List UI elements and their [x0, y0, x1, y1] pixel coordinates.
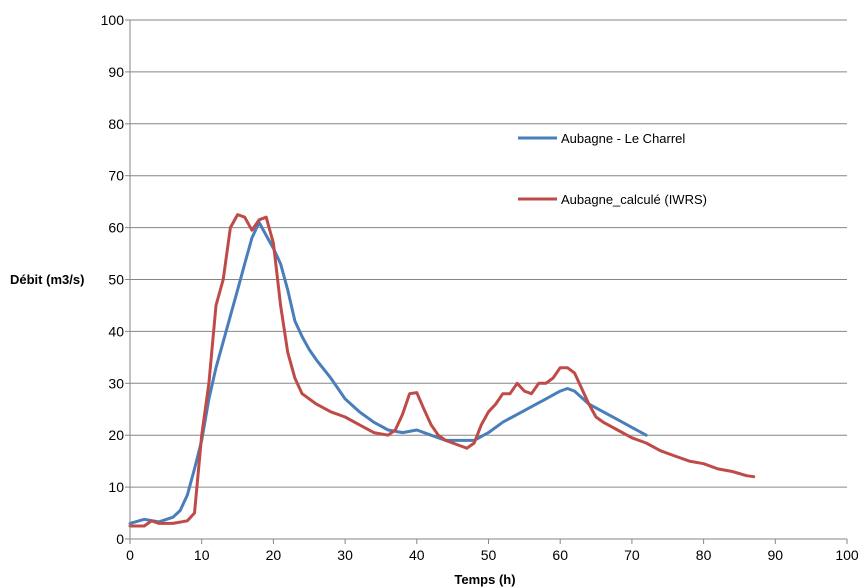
y-tick-label: 40 [108, 323, 124, 339]
y-tick-label: 0 [116, 531, 124, 547]
series-lines [128, 213, 756, 528]
x-tick-label: 100 [835, 547, 859, 563]
series-line-1 [128, 220, 648, 525]
y-tick-label: 50 [108, 272, 124, 288]
x-tick-label: 60 [552, 547, 568, 563]
y-tick-label: 10 [108, 479, 124, 495]
x-tick-label: 20 [266, 547, 282, 563]
y-tick-label: 90 [108, 64, 124, 80]
x-tick-label: 0 [126, 547, 134, 563]
x-tick-label: 90 [768, 547, 784, 563]
y-tick-label: 80 [108, 116, 124, 132]
y-tick-label: 60 [108, 220, 124, 236]
x-tick-label: 80 [696, 547, 712, 563]
y-tick-label: 30 [108, 375, 124, 391]
legend: Aubagne - Le Charrel Aubagne_calculé (IWR… [518, 131, 707, 207]
series-line-2 [128, 213, 756, 528]
legend-label-2: Aubagne_calculé (IWRS) [561, 192, 707, 207]
y-tick-label: 70 [108, 168, 124, 184]
x-tick-label: 30 [337, 547, 353, 563]
x-tick-marks [129, 539, 848, 544]
y-axis-label: Débit (m3/s) [10, 272, 84, 287]
x-axis-label: Temps (h) [454, 572, 515, 587]
gridlines [130, 19, 847, 488]
y-tick-label: 100 [101, 12, 125, 28]
x-tick-labels: 0 10 20 30 40 50 60 70 80 90 100 [126, 547, 859, 563]
legend-label-1: Aubagne - Le Charrel [561, 131, 685, 146]
y-tick-label: 20 [108, 427, 124, 443]
y-tick-labels: 0 10 20 30 40 50 60 70 80 90 100 [101, 12, 130, 547]
x-tick-label: 40 [409, 547, 425, 563]
x-tick-label: 70 [624, 547, 640, 563]
x-tick-label: 10 [194, 547, 210, 563]
x-tick-label: 50 [481, 547, 497, 563]
